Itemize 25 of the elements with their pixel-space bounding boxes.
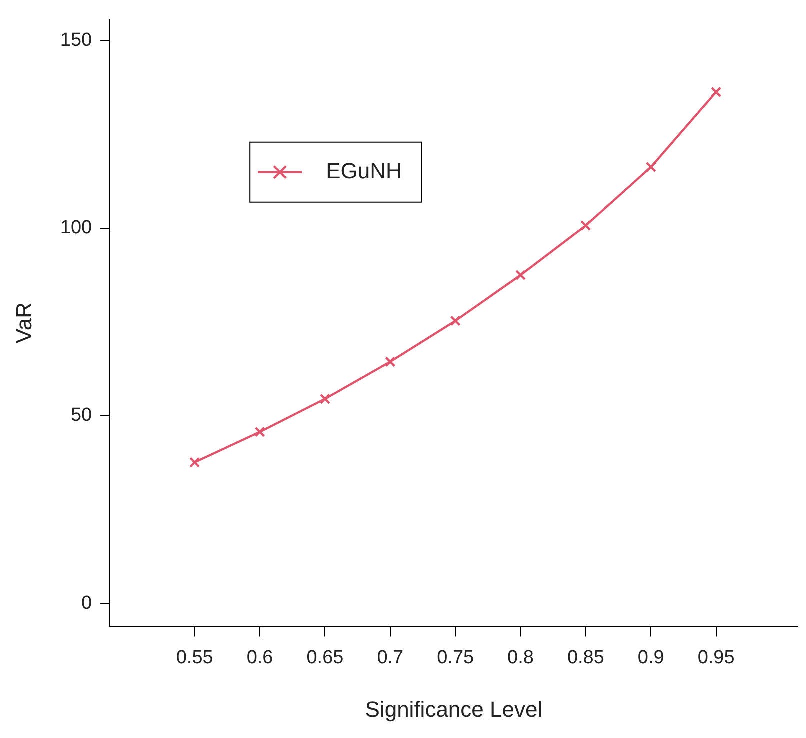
- x-tick-label: 0.9: [638, 647, 664, 668]
- legend-label: EGuNH: [326, 158, 402, 184]
- y-tick-label: 50: [70, 405, 92, 426]
- x-tick-label: 0.8: [508, 647, 534, 668]
- x-tick-label: 0.7: [377, 647, 404, 668]
- point: [190, 457, 200, 468]
- x-tick-label: 0.55: [176, 647, 214, 668]
- point: [580, 220, 592, 232]
- point: [450, 316, 461, 326]
- point: [515, 270, 526, 281]
- point: [254, 426, 266, 438]
- point: [385, 356, 396, 368]
- x-tick-label: 0.75: [437, 647, 474, 668]
- point: [320, 394, 331, 404]
- point: [646, 162, 656, 173]
- x-tick-label: 0.65: [306, 647, 344, 668]
- y-tick-label: 0: [82, 592, 92, 614]
- x-axis-title: Significance Level: [365, 696, 543, 722]
- y-axis-title: VaR: [11, 302, 36, 344]
- y-tick-label: 150: [60, 30, 92, 52]
- x-tick-label: 0.6: [246, 647, 274, 668]
- point: [710, 86, 722, 98]
- x-tick-label: 0.95: [698, 647, 735, 668]
- x-tick-label: 0.85: [567, 647, 604, 668]
- y-tick-label: 100: [60, 218, 92, 239]
